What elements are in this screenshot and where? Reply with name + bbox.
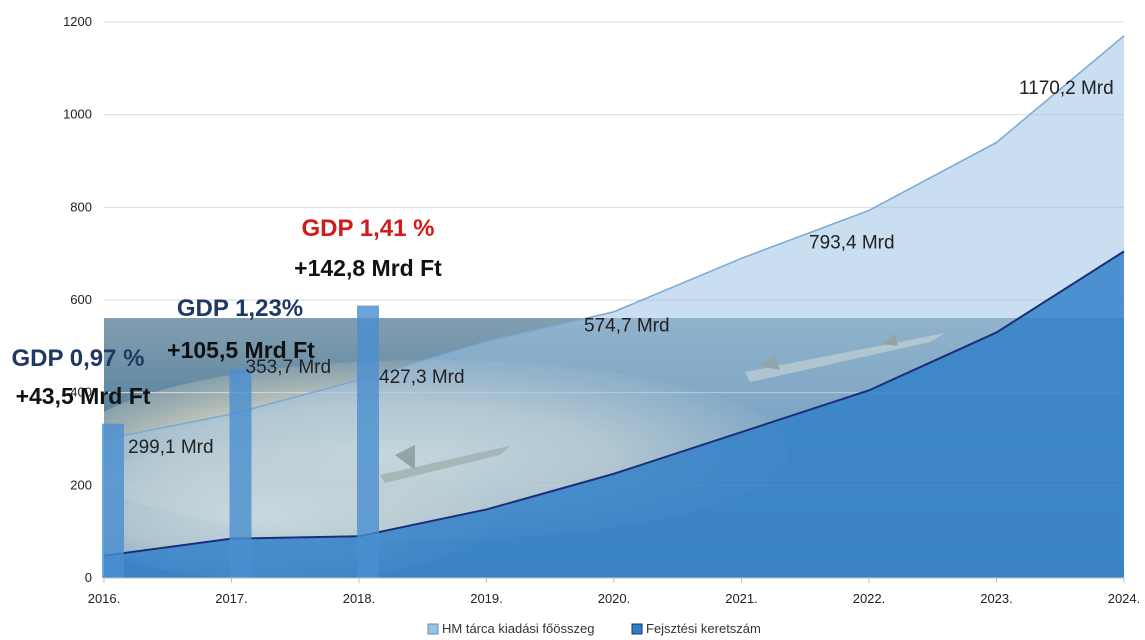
data-label: 574,7 Mrd [584,316,670,337]
bar [102,423,124,578]
y-tick-label: 400 [70,385,92,400]
gdp-annotations: GDP 0,97 % +43,5 Mrd Ft GDP 1,23% +105,5 Mr… [12,215,443,409]
data-label: 427,3 Mrd [379,367,465,388]
gdp-percent-label: GDP 1,23% [177,295,303,322]
legend-swatch [427,623,439,635]
gdp-percent-label: GDP 1,41 % [302,215,435,242]
y-tick-label: 200 [70,477,92,492]
bars [102,305,379,578]
gdp-amount-label: +43,5 Mrd Ft [16,383,151,409]
x-tick-label: 2022. [853,591,886,606]
y-tick-label: 600 [70,292,92,307]
y-tick-label: 1000 [63,107,92,122]
bar [229,369,252,578]
gdp-amount-label: +105,5 Mrd Ft [167,337,315,363]
data-label: 1170,2 Mrd [1019,78,1114,99]
y-tick-label: 1200 [63,14,92,29]
area-fejsztesi [104,251,1124,578]
series-line-hm-tarca [103,35,1125,441]
data-labels: 299,1 Mrd 353,7 Mrd 427,3 Mrd 574,7 Mrd 793,… [128,78,1114,458]
x-tick-label: 2019. [470,591,503,606]
data-label: 353,7 Mrd [246,357,332,378]
data-label: 299,1 Mrd [128,437,214,458]
data-label: 793,4 Mrd [809,232,895,253]
x-tick-label: 2024. [1108,591,1141,606]
y-tick-label: 0 [85,570,92,585]
x-axis: 2016. 2017. 2018. 2019. 2020. 2021. 2022. 2023.… [88,577,1141,606]
x-tick-label: 2017. [215,591,248,606]
x-tick-label: 2018. [343,591,376,606]
legend-label: Fejsztési keretszám [646,621,761,636]
x-tick-label: 2020. [598,591,631,606]
x-tick-label: 2023. [980,591,1013,606]
bar [357,305,379,578]
gdp-percent-label: GDP 0,97 % [12,345,145,372]
x-tick-label: 2016. [88,591,121,606]
gdp-amount-label: +142,8 Mrd Ft [294,255,442,281]
legend-label: HM tárca kiadási főösszeg [442,621,594,636]
legend-swatch [631,623,643,635]
x-tick-label: 2021. [725,591,758,606]
y-axis: 0 200 400 600 800 1000 1200 [63,14,92,585]
y-tick-label: 800 [70,199,92,214]
series-line-fejsztesi [103,250,1125,557]
legend: HM tárca kiadási főösszeg Fejsztési keret… [427,621,761,636]
